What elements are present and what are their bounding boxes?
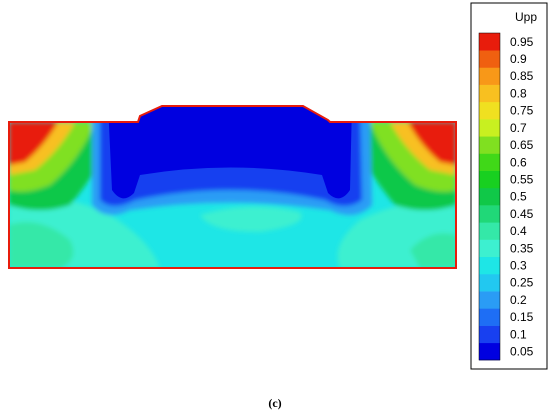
legend-label: 0.25: [510, 276, 534, 290]
legend-swatch: [479, 308, 500, 326]
legend-swatch: [479, 170, 500, 189]
legend-label: 0.85: [510, 69, 534, 83]
legend-swatch: [479, 291, 500, 309]
legend-label: 0.15: [510, 310, 534, 324]
legend-bar-outline: [478, 32, 501, 361]
legend-swatch: [479, 239, 500, 258]
legend-swatch: [479, 222, 500, 240]
legend-label: 0.05: [510, 345, 534, 359]
legend-label: 0.3: [510, 259, 527, 273]
legend-swatch: [479, 67, 500, 85]
legend-swatch: [479, 153, 500, 171]
legend-swatch: [479, 325, 500, 344]
legend-title: Upp: [515, 10, 537, 24]
legend-swatch: [479, 342, 500, 361]
legend-swatch: [479, 256, 500, 275]
legend-label: 0.95: [510, 35, 534, 49]
legend-swatch: [479, 101, 500, 120]
legend-label: 0.5: [510, 190, 527, 204]
legend-label: 0.35: [510, 241, 534, 255]
domain-outline: [8, 105, 457, 269]
legend-label: 0.55: [510, 172, 534, 186]
legend-label: 0.1: [510, 327, 527, 341]
legend-label: 0.2: [510, 293, 527, 307]
legend-label: 0.65: [510, 138, 534, 152]
legend-label: 0.4: [510, 224, 527, 238]
legend-label: 0.9: [510, 52, 527, 66]
legend-swatch: [479, 136, 500, 154]
legend-swatch: [479, 84, 500, 103]
caption: (c): [268, 396, 281, 410]
legend-swatch: [479, 50, 500, 68]
legend-label: 0.6: [510, 155, 527, 169]
legend-swatch: [479, 205, 500, 223]
legend-label: 0.7: [510, 121, 527, 135]
legend-swatch: [479, 33, 500, 51]
legend-label: 0.8: [510, 86, 527, 100]
legend-label: 0.45: [510, 207, 534, 221]
legend-swatch: [479, 119, 500, 137]
legend-label: 0.75: [510, 104, 534, 118]
contour-field: [9, 106, 456, 268]
legend-swatch: [479, 187, 500, 206]
legend-swatch: [479, 273, 500, 292]
